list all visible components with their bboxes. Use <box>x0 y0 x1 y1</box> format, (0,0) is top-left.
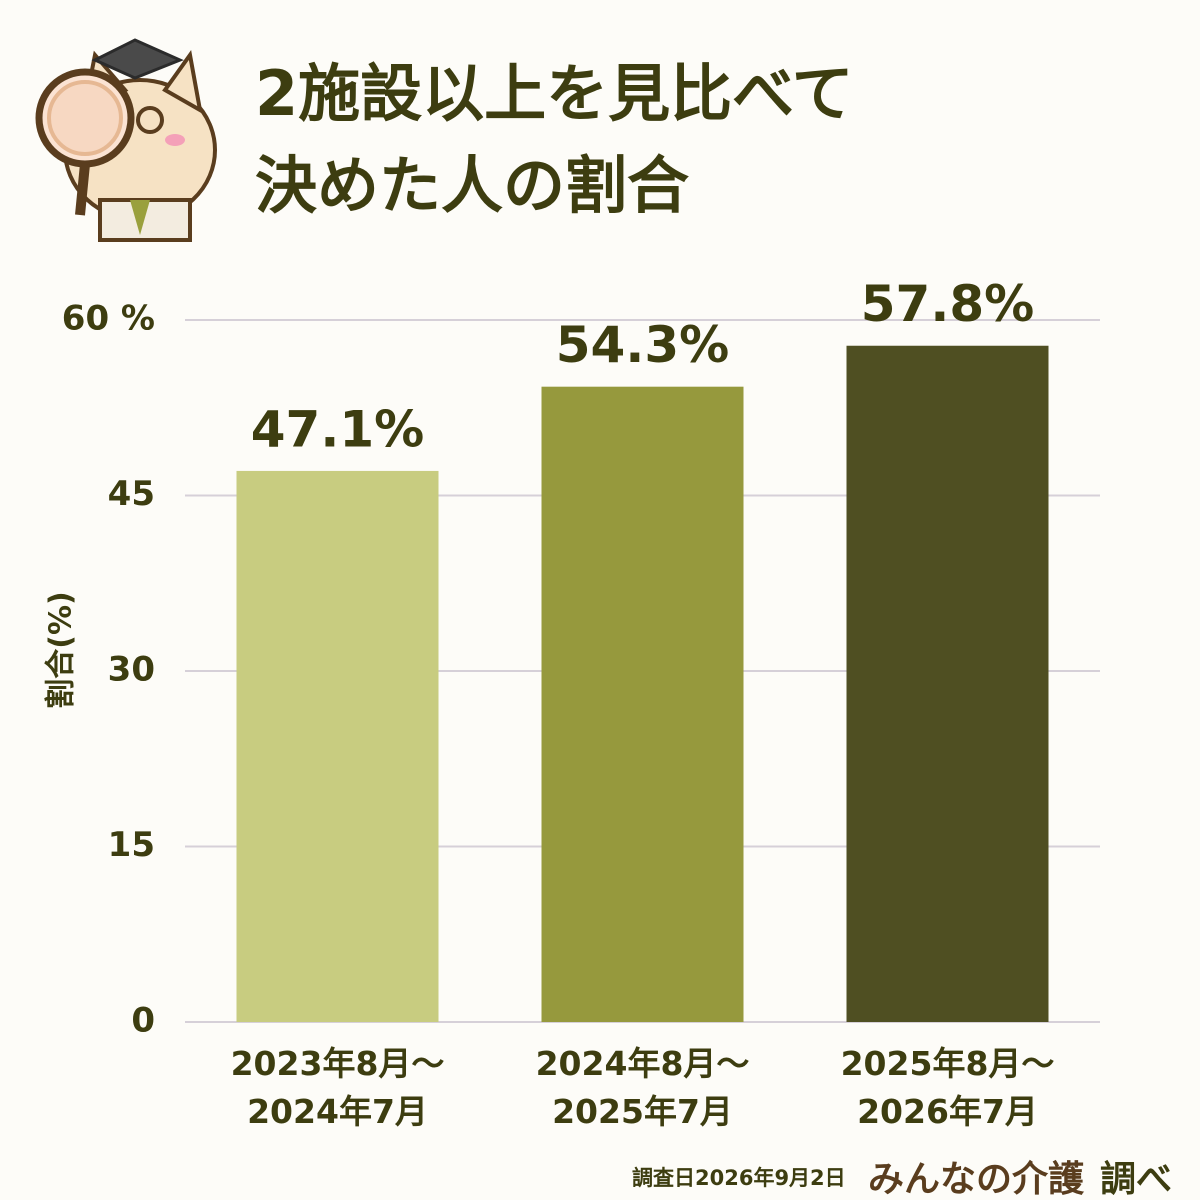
brand-suffix: 調べ <box>1100 1159 1173 1200</box>
value-label: 57.8% <box>861 275 1034 333</box>
bar <box>541 386 744 1022</box>
y-tick-label: 45 <box>108 474 155 514</box>
value-label: 47.1% <box>251 400 424 458</box>
y-tick-label: 15 <box>108 825 155 865</box>
value-label: 54.3% <box>556 316 729 374</box>
x-tick-label: 2025年8月～ 2026年7月 <box>840 1044 1055 1131</box>
y-axis-label: 割合(%) <box>44 591 79 708</box>
y-tick-label: 30 <box>108 650 155 690</box>
mascot <box>35 38 217 242</box>
x-tick-label: 2023年8月～ 2024年7月 <box>230 1044 445 1131</box>
bar <box>846 345 1049 1022</box>
brand: みんなの介護 <box>868 1159 1085 1200</box>
footnote: 調査日2026年9月2日 <box>632 1166 846 1190</box>
chart-title: 2施設以上を見比べて 決めた人の割合 <box>255 57 854 222</box>
y-tick-label: 60 % <box>62 299 155 339</box>
y-tick-label: 0 <box>131 1001 155 1041</box>
x-tick-label: 2024年8月～ 2025年7月 <box>535 1044 750 1131</box>
bar <box>236 470 439 1022</box>
